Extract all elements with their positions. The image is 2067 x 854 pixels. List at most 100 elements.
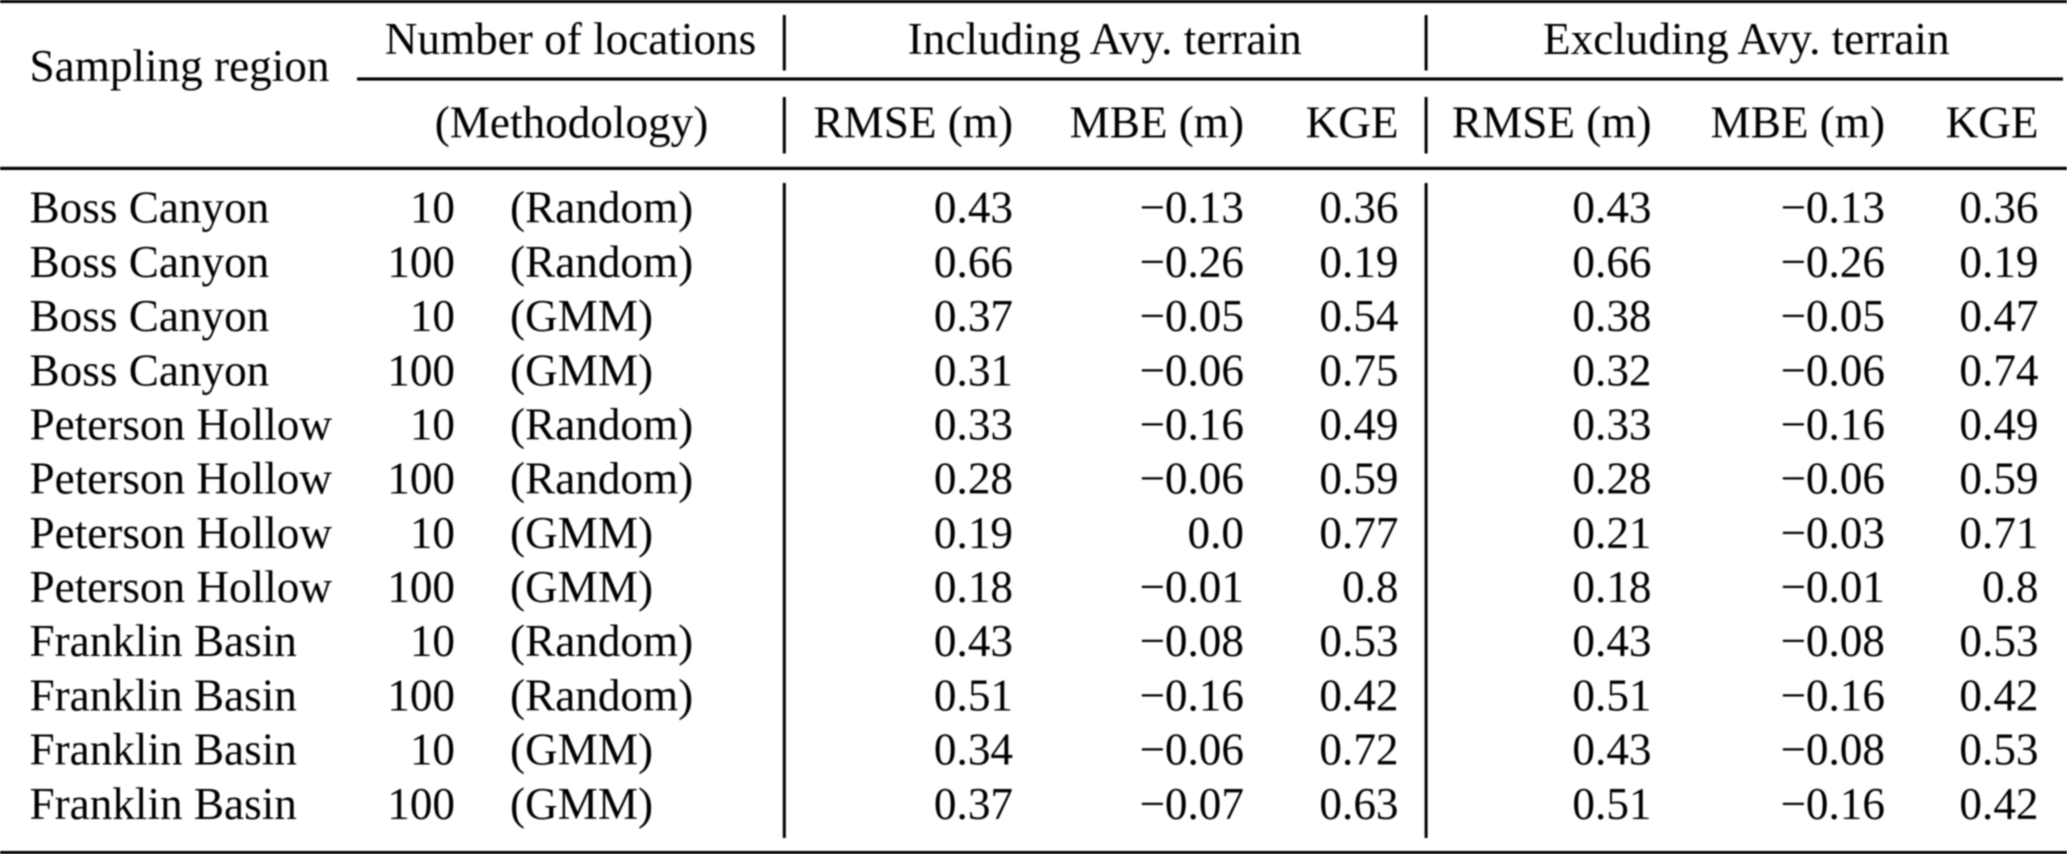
cell-locations: 10 [410, 725, 455, 775]
cell-excluding-rmse: 0.38 [1572, 291, 1651, 341]
cell-excluding-kge: 0.71 [1959, 508, 2038, 558]
cell-methodology: (GMM) [510, 508, 653, 558]
cell-excluding-mbe: −0.16 [1780, 670, 1885, 720]
cell-excluding-kge: 0.42 [1959, 779, 2038, 829]
cell-including-kge: 0.75 [1319, 345, 1398, 395]
table-row: Peterson Hollow 10 (Random) 0.33 −0.16 0… [30, 400, 2039, 450]
cell-excluding-kge: 0.47 [1959, 291, 2038, 341]
cell-excluding-mbe: −0.08 [1780, 616, 1885, 666]
cell-including-kge: 0.19 [1319, 237, 1398, 287]
vbar-including-left-header-cols-row [782, 97, 786, 154]
cell-including-kge: 0.36 [1319, 183, 1398, 233]
table-row: Boss Canyon 10 (GMM) 0.37 −0.05 0.54 0.3… [30, 291, 2039, 341]
cell-methodology: (Random) [510, 670, 693, 720]
cell-including-rmse: 0.18 [934, 562, 1013, 612]
cell-excluding-mbe: −0.26 [1780, 237, 1885, 287]
table-row: Boss Canyon 100 (GMM) 0.31 −0.06 0.75 0.… [30, 345, 2039, 395]
cell-methodology: (Random) [510, 237, 693, 287]
cell-excluding-rmse: 0.21 [1572, 508, 1651, 558]
cell-region: Franklin Basin [30, 670, 297, 720]
cell-methodology: (GMM) [510, 779, 653, 829]
cell-excluding-rmse: 0.51 [1572, 779, 1651, 829]
cell-excluding-rmse: 0.32 [1572, 345, 1651, 395]
cell-excluding-rmse: 0.18 [1572, 562, 1651, 612]
header-sampling-region: Sampling region [30, 41, 330, 91]
header-methodology: (Methodology) [435, 98, 709, 148]
cell-including-kge: 0.54 [1319, 291, 1398, 341]
cell-including-kge: 0.42 [1319, 670, 1398, 720]
cell-methodology: (GMM) [510, 562, 653, 612]
cell-excluding-rmse: 0.28 [1572, 454, 1651, 504]
vbar-excluding-left-header-group-row [1424, 15, 1428, 71]
cell-region: Peterson Hollow [30, 508, 333, 558]
cell-excluding-rmse: 0.43 [1572, 725, 1651, 775]
cell-region: Boss Canyon [30, 291, 270, 341]
cell-including-rmse: 0.43 [934, 183, 1013, 233]
cell-locations: 10 [410, 291, 455, 341]
cell-including-rmse: 0.43 [934, 616, 1013, 666]
table-row: Boss Canyon 100 (Random) 0.66 −0.26 0.19… [30, 237, 2039, 287]
cell-including-rmse: 0.37 [934, 779, 1013, 829]
vbar-including-left-header-group-row [782, 15, 786, 71]
header-excluding-rmse: RMSE (m) [1452, 98, 1652, 148]
header-excluding-group: Excluding Avy. terrain [1543, 14, 1950, 64]
cell-excluding-rmse: 0.66 [1572, 237, 1651, 287]
header-including-kge: KGE [1306, 98, 1399, 148]
header-excluding-kge: KGE [1946, 98, 2039, 148]
cell-excluding-mbe: −0.16 [1780, 400, 1885, 450]
cell-including-kge: 0.63 [1319, 779, 1398, 829]
cell-including-mbe: −0.06 [1139, 725, 1244, 775]
cell-including-kge: 0.8 [1342, 562, 1398, 612]
cell-including-mbe: −0.16 [1139, 400, 1244, 450]
header-number-of-locations: Number of locations [385, 14, 756, 64]
cell-excluding-rmse: 0.33 [1572, 400, 1651, 450]
cell-excluding-rmse: 0.43 [1572, 183, 1651, 233]
cell-including-kge: 0.77 [1319, 508, 1398, 558]
cell-including-mbe: −0.08 [1139, 616, 1244, 666]
cell-including-mbe: −0.05 [1139, 291, 1244, 341]
cell-including-kge: 0.49 [1319, 400, 1398, 450]
table-row: Franklin Basin 10 (Random) 0.43 −0.08 0.… [30, 616, 2039, 666]
cell-locations: 10 [410, 508, 455, 558]
header-including-rmse: RMSE (m) [813, 98, 1013, 148]
cell-locations: 100 [387, 454, 455, 504]
cell-methodology: (Random) [510, 183, 693, 233]
cell-region: Franklin Basin [30, 725, 297, 775]
cell-region: Franklin Basin [30, 779, 297, 829]
cell-excluding-kge: 0.53 [1959, 616, 2038, 666]
cell-excluding-kge: 0.36 [1959, 183, 2038, 233]
vbar-including-left-data-rows [782, 183, 786, 838]
cell-locations: 10 [410, 400, 455, 450]
header-including-group: Including Avy. terrain [908, 14, 1302, 64]
cell-excluding-rmse: 0.43 [1572, 616, 1651, 666]
cell-including-mbe: −0.26 [1139, 237, 1244, 287]
vbar-excluding-left-header-cols-row [1424, 97, 1428, 154]
cell-excluding-rmse: 0.51 [1572, 670, 1651, 720]
cell-including-mbe: −0.06 [1139, 345, 1244, 395]
cell-including-mbe: −0.13 [1139, 183, 1244, 233]
cell-including-rmse: 0.28 [934, 454, 1013, 504]
cell-region: Peterson Hollow [30, 400, 333, 450]
cell-excluding-mbe: −0.08 [1780, 725, 1885, 775]
cell-including-mbe: 0.0 [1188, 508, 1244, 558]
cell-excluding-kge: 0.59 [1959, 454, 2038, 504]
cell-locations: 100 [387, 670, 455, 720]
cell-including-rmse: 0.37 [934, 291, 1013, 341]
cell-methodology: (Random) [510, 616, 693, 666]
cell-excluding-mbe: −0.13 [1780, 183, 1885, 233]
header-including-mbe: MBE (m) [1070, 98, 1244, 148]
table-row: Franklin Basin 100 (Random) 0.51 −0.16 0… [30, 670, 2039, 720]
cell-locations: 10 [410, 616, 455, 666]
header-excluding-mbe: MBE (m) [1711, 98, 1885, 148]
cell-excluding-kge: 0.8 [1982, 562, 2038, 612]
cell-methodology: (GMM) [510, 345, 653, 395]
table-row: Franklin Basin 10 (GMM) 0.34 −0.06 0.72 … [30, 725, 2039, 775]
cell-excluding-mbe: −0.16 [1780, 779, 1885, 829]
cell-methodology: (GMM) [510, 291, 653, 341]
header-bottom-rule [0, 166, 2067, 170]
cell-region: Boss Canyon [30, 345, 270, 395]
cell-region: Peterson Hollow [30, 454, 333, 504]
cell-including-kge: 0.72 [1319, 725, 1398, 775]
cell-region: Boss Canyon [30, 183, 270, 233]
table-row: Peterson Hollow 100 (GMM) 0.18 −0.01 0.8… [30, 562, 2039, 612]
